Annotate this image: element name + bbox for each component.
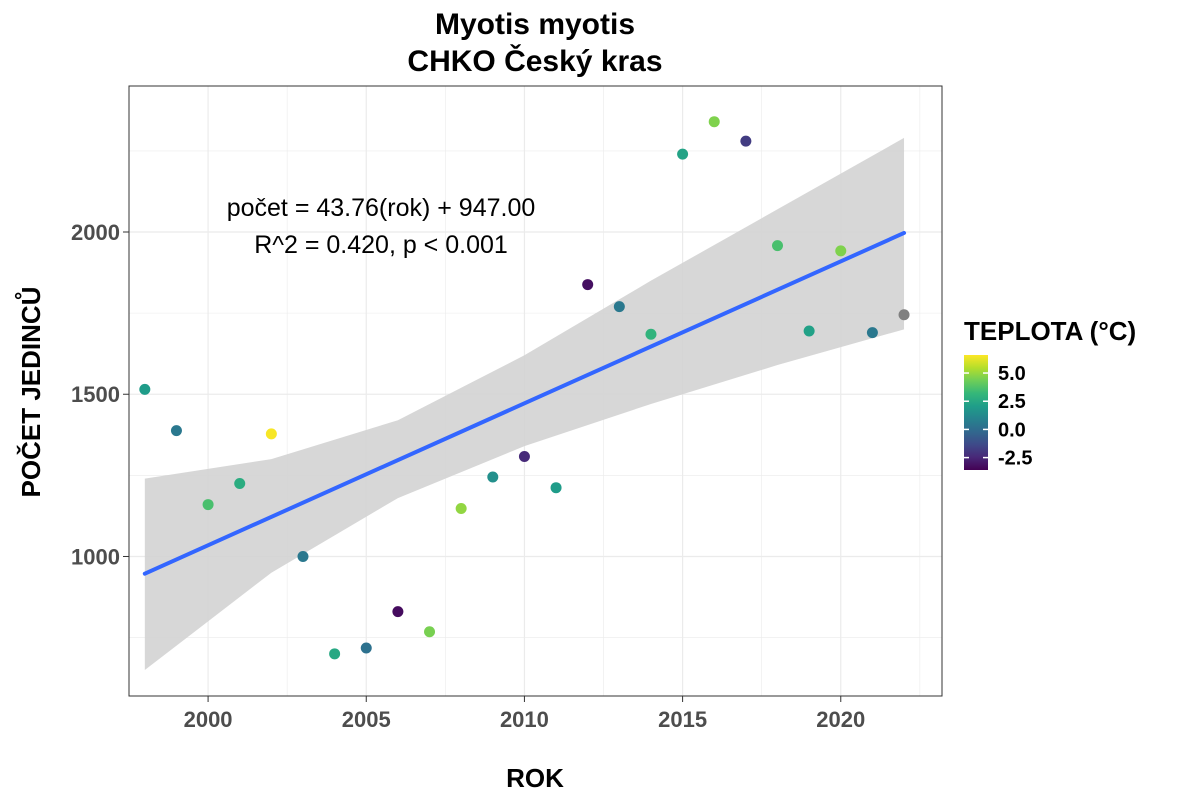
data-points: [139, 116, 910, 660]
x-axis-title: ROK: [506, 763, 564, 793]
data-point: [582, 279, 594, 291]
data-point: [424, 626, 436, 638]
colorbar-tick-label: 0.0: [998, 419, 1026, 441]
y-tick-label: 2000: [71, 220, 120, 245]
y-axis-title: POČET JEDINCŮ: [14, 287, 46, 498]
equation-annotation: počet = 43.76(rok) + 947.00: [227, 194, 536, 222]
data-point: [613, 301, 625, 313]
chart-title-line-1: Myotis myotis: [435, 8, 635, 41]
data-point: [265, 428, 277, 440]
colorbar-ticks: 5.0 2.5 0.0 -2.5: [964, 363, 1032, 470]
plot-border: [128, 85, 943, 697]
data-point: [297, 550, 309, 562]
data-point: [329, 648, 341, 660]
colorbar: [964, 355, 988, 470]
data-point: [677, 148, 689, 160]
plot-panel: [128, 85, 943, 697]
color-legend: TEPLOTA (°C) 5.0 2.5 0.0 -2.5: [964, 316, 1136, 470]
data-point: [550, 482, 562, 494]
data-point: [708, 116, 720, 128]
colorbar-tick-label: 5.0: [998, 363, 1026, 385]
data-point: [866, 327, 878, 339]
data-point: [360, 642, 372, 654]
data-point: [392, 606, 404, 618]
x-tick-label: 2000: [184, 707, 233, 732]
data-point: [518, 451, 530, 463]
y-tick-label: 1500: [71, 382, 120, 407]
data-point: [772, 240, 784, 252]
x-axis-ticks: 2000 2005 2010 2015 2020: [184, 696, 865, 732]
x-tick-label: 2015: [658, 707, 707, 732]
data-point: [234, 477, 246, 489]
data-point: [645, 328, 657, 340]
y-axis-ticks: 1000 1500 2000: [71, 220, 129, 569]
data-point: [487, 471, 499, 483]
legend-title: TEPLOTA (°C): [964, 316, 1136, 346]
data-point: [803, 325, 815, 337]
data-point: [170, 425, 182, 437]
data-point: [898, 309, 910, 321]
y-tick-label: 1000: [71, 544, 120, 569]
trend-line: [142, 230, 907, 576]
colorbar-tick-label: -2.5: [998, 448, 1032, 470]
x-tick-label: 2010: [500, 707, 549, 732]
r-squared-annotation: R^2 = 0.420, p < 0.001: [254, 231, 508, 259]
data-point: [202, 499, 214, 511]
colorbar-tick-label: 2.5: [998, 391, 1026, 413]
data-point: [455, 502, 467, 514]
data-point: [740, 135, 752, 147]
x-tick-label: 2020: [816, 707, 865, 732]
x-tick-label: 2005: [342, 707, 391, 732]
data-point: [835, 245, 847, 257]
chart-title-line-2: CHKO Český kras: [407, 44, 662, 78]
data-point: [139, 383, 151, 395]
